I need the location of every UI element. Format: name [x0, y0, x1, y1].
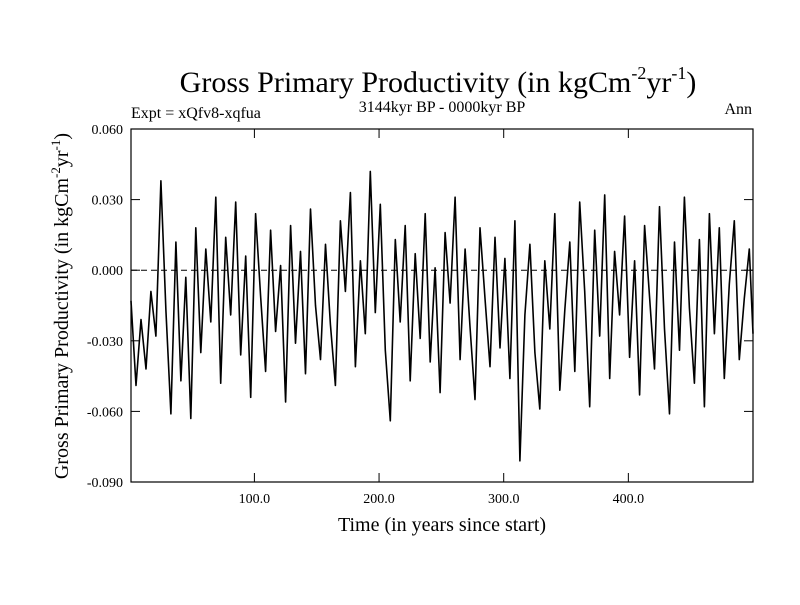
season-label: Ann	[724, 101, 752, 118]
y-axis-label-mid: yr	[51, 150, 73, 167]
y-tick-label: 0.060	[92, 123, 124, 138]
chart-title-mid: yr	[646, 66, 671, 99]
chart-title-main: Gross Primary Productivity (in kgCm	[180, 66, 632, 99]
chart-title-exp1: -2	[631, 63, 646, 83]
x-tick-label: 300.0	[488, 492, 520, 507]
y-axis-label: Gross Primary Productivity (in kgCm-2yr-…	[48, 133, 73, 479]
y-tick-label: -0.060	[87, 405, 123, 420]
plot-frame	[130, 128, 754, 483]
x-axis-label: Time (in years since start)	[338, 514, 546, 536]
experiment-label: Expt = xQfv8-xqfua	[131, 105, 261, 122]
chart-title: Gross Primary Productivity (in kgCm-2yr-…	[180, 63, 697, 99]
tick-layer	[131, 128, 753, 483]
x-tick-label: 400.0	[613, 492, 645, 507]
x-tick-label: 200.0	[363, 492, 395, 507]
y-tick-label: 0.030	[92, 194, 124, 209]
chart-title-exp2: -1	[671, 63, 686, 83]
series-line-0	[130, 170, 754, 462]
x-tick-label: 100.0	[239, 492, 271, 507]
series-layer	[130, 170, 754, 462]
y-tick-label: -0.030	[87, 335, 123, 350]
y-tick-label: -0.090	[87, 476, 123, 491]
y-axis-label-main: Gross Primary Productivity (in kgCm	[51, 178, 73, 480]
y-axis-label-end: )	[51, 133, 73, 140]
tick-label-layer: 100.0 200.0 300.0 400.0 -0.090 -0.060 -0.030 0.…	[87, 123, 644, 507]
y-axis-label-exp1: -2	[48, 167, 63, 178]
chart-title-end: )	[686, 66, 696, 99]
period-label: 3144kyr BP - 0000kyr BP	[359, 99, 526, 116]
y-axis-label-exp2: -1	[48, 140, 63, 151]
y-tick-label: 0.000	[92, 264, 124, 279]
